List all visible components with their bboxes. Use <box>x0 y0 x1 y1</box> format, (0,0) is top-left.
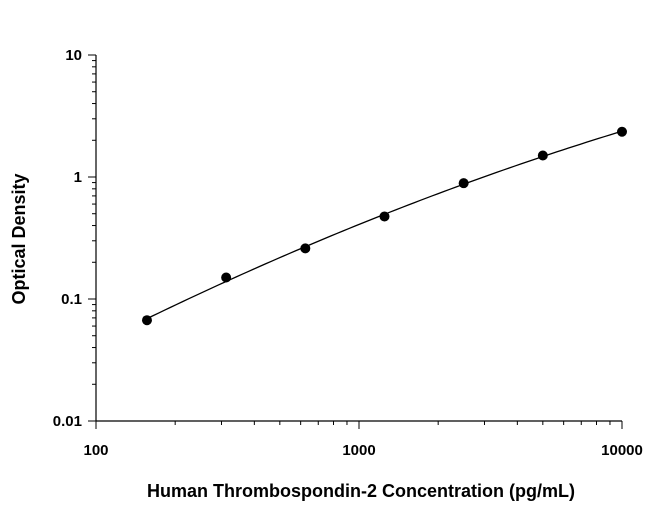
x-axis-title: Human Thrombospondin-2 Concentration (pg… <box>147 481 575 501</box>
x-axis-ticks <box>95 421 623 429</box>
y-tick-label: 0.01 <box>53 413 82 430</box>
data-point <box>221 272 232 283</box>
y-tick-label: 0.1 <box>61 291 82 308</box>
data-point <box>379 211 390 222</box>
data-point <box>537 150 548 161</box>
data-point <box>141 315 152 326</box>
axes <box>95 55 622 422</box>
x-tick-label: 1000 <box>342 442 375 459</box>
x-axis-tick-labels: 100 1000 10000 <box>83 442 642 459</box>
y-axis-tick-labels: 0.01 0.1 1 10 <box>53 47 82 430</box>
y-tick-label: 1 <box>74 169 82 186</box>
y-tick-label: 10 <box>65 47 82 64</box>
x-tick-label: 10000 <box>601 442 643 459</box>
data-point <box>617 126 627 137</box>
y-axis-ticks <box>88 54 96 422</box>
data-point <box>458 178 469 189</box>
data-points <box>141 126 627 326</box>
data-point <box>300 243 311 254</box>
fit-curve-line <box>146 130 623 320</box>
x-tick-label: 100 <box>83 442 108 459</box>
y-axis-title: Optical Density <box>9 173 29 304</box>
